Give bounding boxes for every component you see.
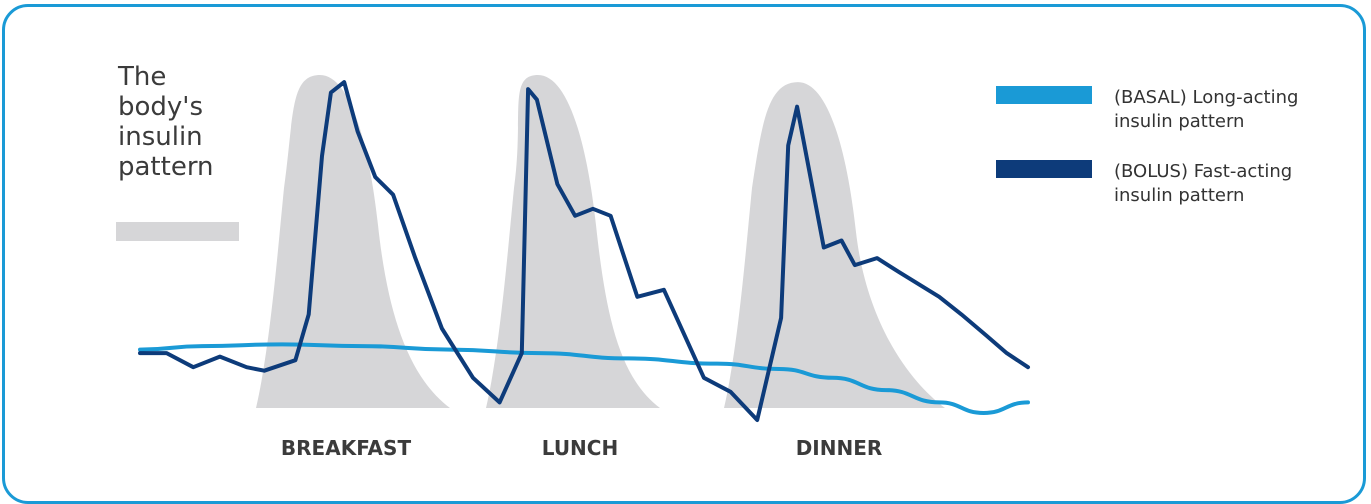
body-pattern-title: The body's insulin pattern	[118, 62, 268, 182]
legend-swatch-bolus	[996, 160, 1092, 178]
category-label-dinner: DINNER	[795, 436, 883, 460]
legend-label-basal: (BASAL) Long-acting insulin pattern	[1114, 86, 1334, 134]
legend-label-line: (BOLUS) Fast-acting	[1114, 161, 1293, 182]
category-label-lunch: LUNCH	[541, 436, 619, 460]
body-pattern-swatch	[116, 222, 239, 241]
legend-label-line: insulin pattern	[1114, 185, 1245, 206]
bolus-series-line	[138, 80, 1030, 422]
category-label-breakfast: BREAKFAST	[280, 436, 412, 460]
basal-series-line	[138, 342, 1030, 415]
legend-label-line: insulin pattern	[1114, 111, 1245, 132]
legend-swatch-basal	[996, 86, 1092, 104]
body-pattern-peak-lunch	[486, 75, 660, 408]
body-pattern-title-line: The	[118, 62, 167, 92]
body-pattern-title-line: insulin	[118, 122, 203, 152]
legend-label-bolus: (BOLUS) Fast-acting insulin pattern	[1114, 160, 1334, 208]
body-pattern-title-line: body's	[118, 92, 203, 122]
legend-label-line: (BASAL) Long-acting	[1114, 87, 1299, 108]
body-pattern-peak-breakfast	[256, 75, 450, 408]
series-layer	[138, 80, 1030, 422]
body-pattern-title-line: pattern	[118, 152, 214, 182]
insulin-chart	[138, 75, 1030, 422]
